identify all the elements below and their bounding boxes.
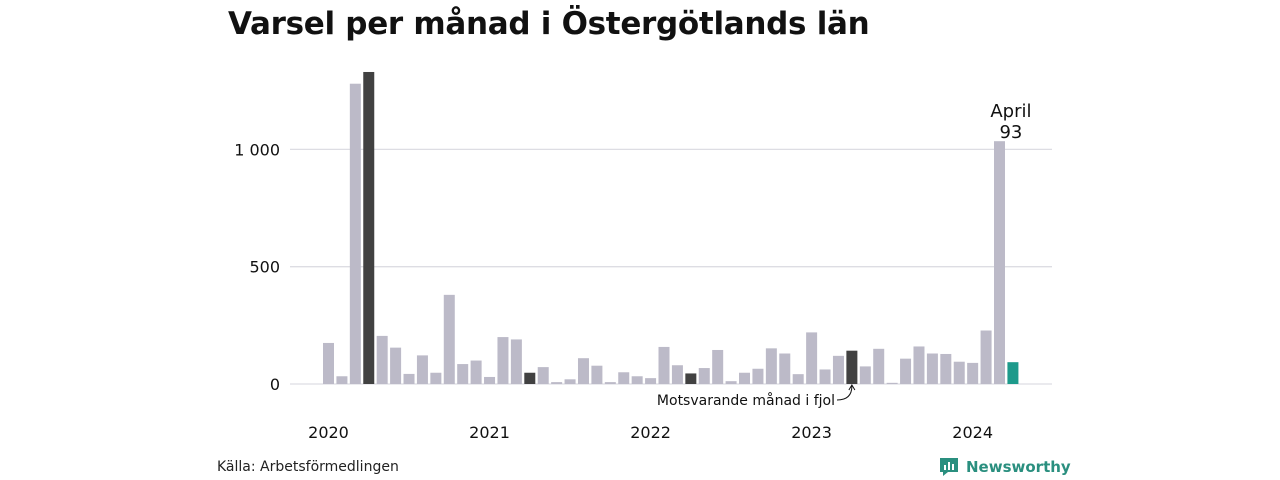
bar (336, 376, 348, 384)
bar (739, 372, 751, 384)
y-axis-tick-labels: 0 500 1 000 (234, 140, 280, 394)
bar (470, 360, 482, 384)
bar (618, 372, 630, 384)
bar (390, 347, 402, 384)
bar (484, 376, 496, 384)
bar (926, 353, 938, 384)
x-axis-year-labels: 2020 2021 2022 2023 2024 (308, 423, 993, 442)
current-month-value: 93 (999, 122, 1022, 143)
x-tick-label: 2022 (630, 423, 671, 442)
bar (712, 349, 724, 384)
bar (349, 83, 361, 384)
bar (886, 382, 898, 384)
bar (537, 367, 549, 384)
bar (443, 294, 455, 384)
bar (967, 362, 979, 384)
x-tick-label: 2024 (952, 423, 993, 442)
bar (363, 71, 375, 385)
y-tick-label: 0 (270, 375, 280, 394)
bar (698, 368, 710, 384)
x-tick-label: 2020 (308, 423, 349, 442)
bar (846, 350, 858, 384)
bar (752, 368, 764, 384)
bar (591, 365, 603, 384)
newsworthy-logo-icon (940, 458, 958, 476)
current-month-label: April (990, 101, 1031, 122)
bar (685, 373, 697, 384)
source-note: Källa: Arbetsförmedlingen (217, 459, 399, 475)
newsworthy-logo: Newsworthy (938, 456, 1071, 478)
chart-title: Varsel per månad i Östergötlands län (228, 6, 870, 42)
x-tick-label: 2021 (469, 423, 510, 442)
bar (524, 372, 536, 384)
bar (819, 369, 831, 384)
bar (940, 353, 952, 384)
bar (457, 364, 469, 384)
bar (631, 376, 643, 384)
bar (994, 141, 1005, 384)
bar (859, 366, 871, 384)
x-tick-label: 2023 (791, 423, 832, 442)
bar (873, 348, 885, 384)
bar (645, 378, 657, 384)
bar (671, 365, 683, 384)
bar (913, 346, 925, 384)
bar (323, 342, 334, 384)
bar (953, 361, 965, 384)
bar (510, 339, 522, 384)
bar (430, 372, 442, 384)
bars (323, 71, 1019, 385)
bar (779, 353, 791, 384)
bar (1007, 362, 1019, 384)
bar (416, 355, 428, 384)
bar (577, 358, 589, 384)
bar (564, 379, 576, 384)
bar (806, 332, 818, 384)
bar (765, 348, 777, 384)
y-tick-label: 1 000 (234, 140, 280, 159)
bar (792, 374, 804, 384)
bar (658, 346, 670, 384)
bar (832, 355, 844, 384)
bar (497, 337, 509, 384)
last-year-label: Motsvarande månad i fjol (657, 392, 835, 409)
bar (604, 382, 616, 384)
bar (980, 330, 992, 384)
y-tick-label: 500 (249, 258, 280, 277)
bar (725, 381, 737, 384)
bar (551, 382, 563, 384)
bar (376, 335, 388, 384)
brand-name: Newsworthy (966, 458, 1071, 476)
annotation-arrow (836, 385, 853, 401)
annotation-arrowhead (848, 384, 856, 391)
gridlines (290, 148, 1052, 385)
bar (900, 358, 912, 384)
bar (403, 373, 415, 384)
